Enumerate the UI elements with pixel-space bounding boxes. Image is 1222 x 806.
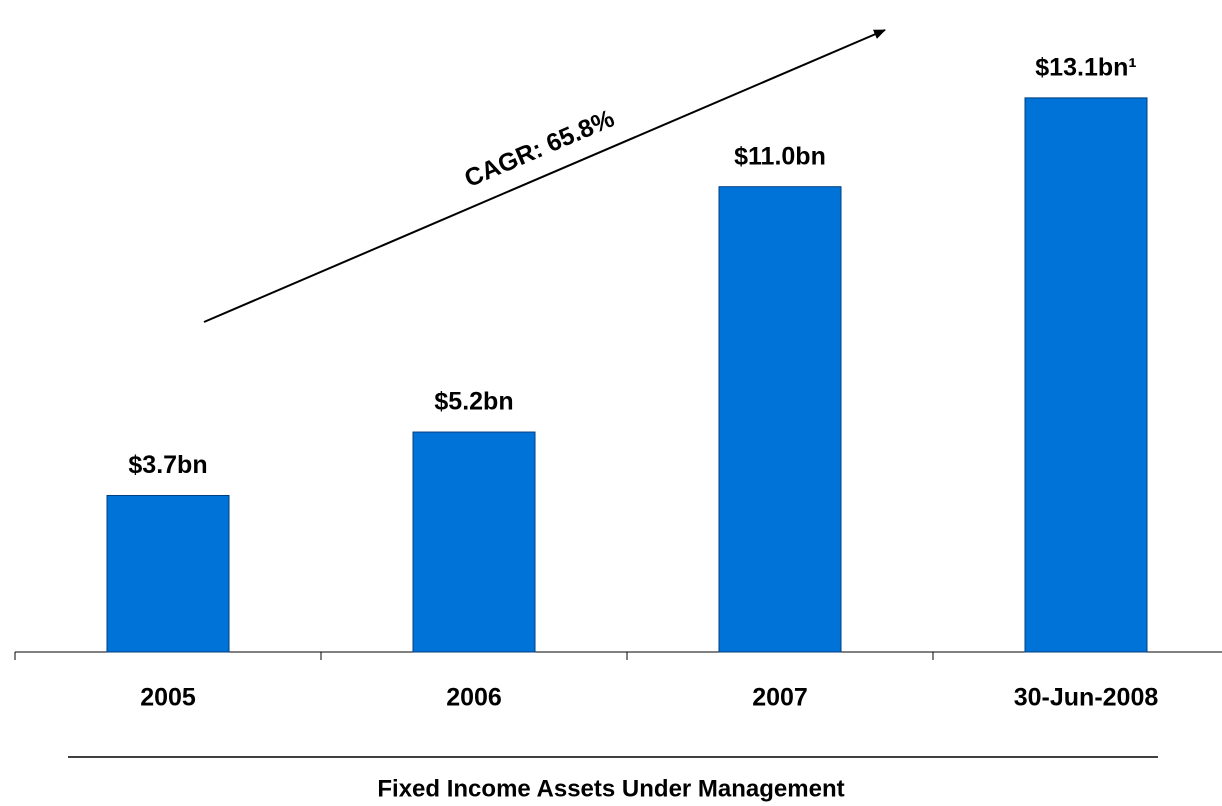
trend-arrow [203, 29, 886, 323]
cagr-annotation: CAGR: 65.8% [461, 104, 619, 193]
bar [106, 494, 230, 653]
data-label: $5.2bn [434, 388, 513, 416]
data-label: $13.1bn¹ [1035, 53, 1136, 81]
x-tick-label: 2006 [446, 684, 502, 712]
bar [718, 186, 842, 653]
data-label: $3.7bn [128, 451, 207, 479]
bar [412, 431, 536, 653]
data-label: $11.0bn [734, 142, 826, 170]
x-tick-label: 2007 [752, 684, 808, 712]
x-tick-label: 2005 [140, 684, 196, 712]
bar [1024, 97, 1148, 653]
x-tick-label: 30-Jun-2008 [1014, 684, 1159, 712]
footer-title: Fixed Income Assets Under Management [377, 775, 844, 802]
